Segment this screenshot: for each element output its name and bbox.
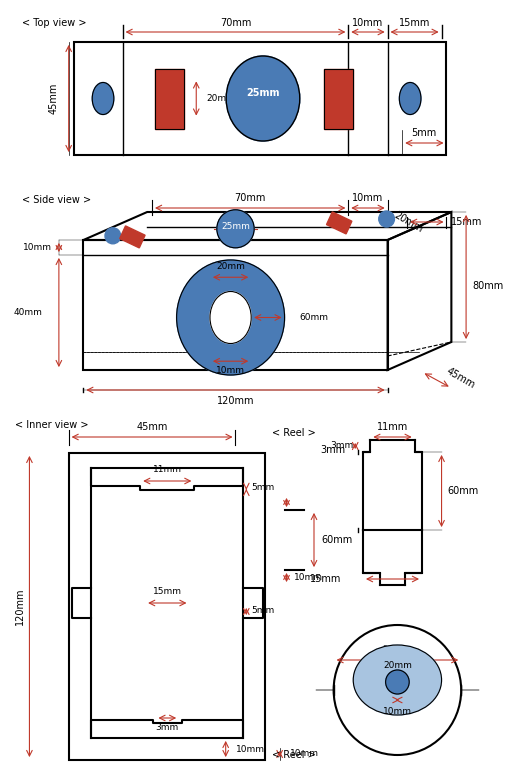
Bar	[155, 69, 184, 128]
Text: 11mm: 11mm	[377, 422, 408, 432]
Text: 60mm: 60mm	[382, 645, 413, 655]
Text: 10mm: 10mm	[23, 242, 52, 252]
Text: 45mm: 45mm	[136, 422, 168, 432]
Bar	[324, 69, 353, 128]
Text: 120mm: 120mm	[217, 396, 254, 406]
Text: < Inner view >: < Inner view >	[15, 420, 88, 430]
Ellipse shape	[92, 83, 114, 115]
Text: 15mm: 15mm	[400, 18, 431, 28]
Text: 10mm: 10mm	[236, 745, 265, 754]
Text: 20mm: 20mm	[216, 262, 245, 271]
Text: 3mm: 3mm	[156, 723, 179, 732]
Text: 20mm: 20mm	[383, 661, 412, 670]
Ellipse shape	[353, 645, 441, 715]
Text: 45mm: 45mm	[49, 83, 59, 115]
Text: 10mm: 10mm	[383, 707, 412, 716]
Text: 25mm: 25mm	[246, 88, 280, 98]
Text: 10mm: 10mm	[352, 18, 384, 28]
Ellipse shape	[217, 210, 254, 248]
Text: 60mm: 60mm	[447, 486, 478, 496]
Text: 5mm: 5mm	[251, 606, 274, 615]
Text: 10mm: 10mm	[290, 749, 319, 759]
Text: 11mm: 11mm	[153, 465, 182, 474]
Text: 120mm: 120mm	[15, 587, 24, 625]
Text: < Reel >: < Reel >	[272, 750, 316, 760]
Ellipse shape	[210, 292, 251, 344]
Bar	[120, 226, 145, 248]
Ellipse shape	[226, 56, 300, 141]
Text: 70mm: 70mm	[235, 193, 266, 203]
Bar	[324, 69, 353, 128]
Text: < Reel >: < Reel >	[272, 428, 316, 438]
Text: < Side view >: < Side view >	[21, 195, 91, 205]
Text: 5mm: 5mm	[411, 128, 437, 138]
Text: 3mm: 3mm	[330, 441, 353, 450]
Text: 80mm: 80mm	[472, 281, 503, 291]
Ellipse shape	[177, 260, 285, 375]
Ellipse shape	[105, 228, 121, 244]
Text: 60mm: 60mm	[299, 313, 328, 322]
Bar	[326, 212, 352, 234]
Text: 3mm: 3mm	[320, 445, 346, 455]
Text: 10mm: 10mm	[294, 574, 323, 583]
Text: 60mm: 60mm	[322, 535, 353, 545]
Ellipse shape	[400, 83, 421, 115]
Text: 10mm: 10mm	[352, 193, 384, 203]
Text: < Top view >: < Top view >	[21, 18, 86, 28]
Ellipse shape	[379, 211, 394, 227]
Text: 10mm: 10mm	[216, 366, 245, 375]
Text: 5mm: 5mm	[251, 484, 274, 492]
Bar	[155, 69, 184, 128]
Text: 15mm: 15mm	[451, 217, 483, 227]
Text: 25mm: 25mm	[221, 222, 250, 231]
Circle shape	[386, 670, 409, 694]
Text: 15mm: 15mm	[310, 574, 342, 584]
Text: 20mm: 20mm	[206, 94, 235, 103]
Text: 70mm: 70mm	[220, 18, 251, 28]
Text: 20mm: 20mm	[392, 210, 425, 235]
Text: 40mm: 40mm	[13, 308, 42, 317]
Text: 15mm: 15mm	[153, 587, 182, 596]
Text: 45mm: 45mm	[444, 366, 476, 390]
